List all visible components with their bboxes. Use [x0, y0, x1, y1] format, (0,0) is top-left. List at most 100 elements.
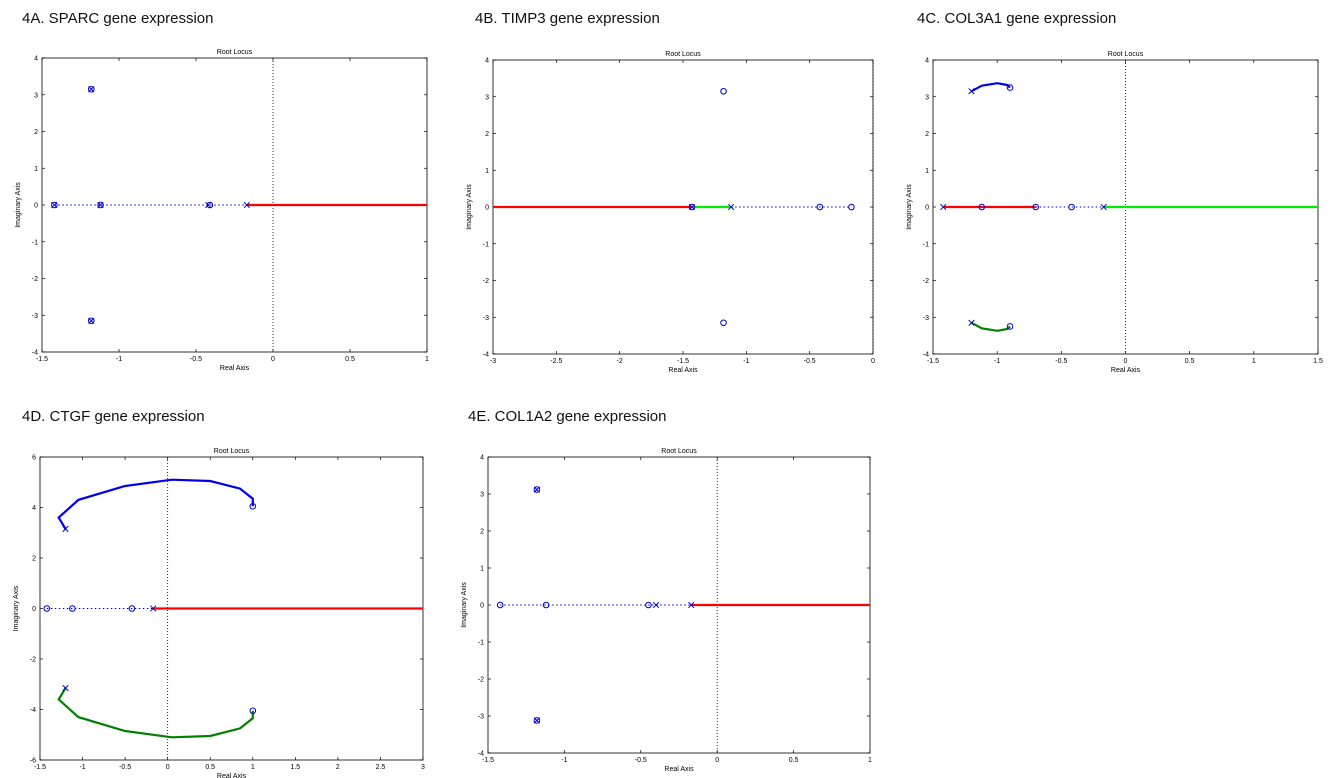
plot-title: Root Locus: [665, 51, 701, 58]
zero-marker: [69, 605, 76, 612]
y-tick-label: 2: [925, 131, 929, 138]
zero-marker: [848, 203, 855, 211]
x-axis-label: Real Axis: [1111, 367, 1141, 374]
y-tick-label: 1: [480, 566, 484, 573]
x-tick-label: 2: [336, 764, 340, 771]
zero-marker: [978, 203, 986, 211]
plot-title: Root Locus: [214, 448, 250, 455]
x-tick-label: 1.5: [1313, 358, 1323, 365]
x-tick-label: 0.5: [1185, 358, 1195, 365]
y-axis-label: Imaginary Axis: [466, 184, 473, 230]
panel-heading: 4C. COL3A1 gene expression: [917, 10, 1117, 27]
x-tick-label: -0.5: [804, 358, 816, 365]
x-axis-label: Real Axis: [668, 367, 698, 374]
panel-heading: 4B. TIMP3 gene expression: [475, 10, 660, 27]
y-tick-label: 1: [925, 168, 929, 175]
y-tick-label: 0: [485, 205, 489, 212]
zero-marker: [542, 601, 550, 609]
y-tick-label: 0: [480, 603, 484, 610]
y-tick-label: 3: [485, 94, 489, 101]
x-tick-label: -1: [994, 358, 1000, 365]
x-axis-label: Real Axis: [217, 773, 247, 778]
x-tick-label: -1: [743, 358, 749, 365]
y-tick-label: -1: [32, 239, 38, 246]
y-tick-label: -4: [483, 352, 489, 359]
y-tick-label: 1: [34, 166, 38, 173]
x-tick-label: -0.5: [1055, 358, 1067, 365]
x-tick-label: -2.5: [550, 358, 562, 365]
y-tick-label: 3: [480, 492, 484, 499]
x-tick-label: -1: [116, 356, 122, 363]
zero-marker: [1032, 203, 1039, 211]
zero-marker: [87, 317, 95, 325]
y-tick-label: -2: [478, 677, 484, 684]
plot-title: Root Locus: [661, 448, 697, 455]
x-tick-label: 3: [421, 764, 425, 771]
y-tick-label: -1: [483, 241, 489, 248]
x-tick-label: 1: [1252, 358, 1256, 365]
x-tick-label: -0.5: [119, 764, 131, 771]
x-tick-label: 0.5: [789, 757, 799, 764]
y-tick-label: 3: [34, 92, 38, 99]
plot-title: Root Locus: [1108, 51, 1144, 58]
y-tick-label: 3: [925, 94, 929, 101]
zero-marker: [206, 201, 214, 209]
plot-c: Root Locus -1.5 -1 -0.5 0 0.5 1 1.5 -4 -3 -2 -1 0 1 2 3…: [906, 51, 1323, 374]
x-tick-label: 0: [871, 358, 875, 365]
pole-marker: [652, 601, 660, 609]
panel-heading: 4E. COL1A2 gene expression: [468, 408, 667, 425]
pole-marker: [97, 201, 104, 209]
y-tick-label: 1: [485, 168, 489, 175]
y-tick-label: 4: [480, 455, 484, 462]
zero-marker: [128, 605, 136, 612]
zero-marker: [249, 502, 257, 510]
x-tick-label: 1.5: [290, 764, 300, 771]
y-tick-label: -2: [923, 278, 929, 285]
x-tick-label: 1: [868, 757, 872, 764]
y-tick-label: 2: [32, 556, 36, 563]
pole-marker: [88, 86, 95, 93]
zero-marker: [720, 319, 727, 327]
y-tick-label: 2: [480, 529, 484, 536]
zero-marker: [645, 601, 652, 609]
plot-e: Root Locus -1.5 -1 -0.5 0 0.5 1 -4 -3 -2 -1 0 1 2 3 4 Re…: [461, 448, 872, 773]
y-tick-label: -4: [30, 707, 36, 714]
locus-branch: [57, 478, 254, 530]
y-tick-label: -2: [32, 276, 38, 283]
zero-marker: [688, 203, 696, 211]
x-tick-label: 0.5: [345, 356, 355, 363]
y-axis-label: Imaginary Axis: [15, 182, 22, 228]
zero-marker: [97, 201, 104, 209]
zero-marker: [43, 605, 51, 612]
zero-marker: [816, 203, 824, 211]
pole-marker: [968, 319, 975, 326]
x-tick-label: 0: [166, 764, 170, 771]
x-tick-label: -1: [79, 764, 85, 771]
zero-marker: [720, 87, 727, 95]
x-tick-label: -1.5: [482, 757, 494, 764]
panel-heading: 4D. CTGF gene expression: [22, 408, 205, 425]
pole-marker: [62, 684, 69, 692]
y-tick-label: 2: [34, 129, 38, 136]
pole-marker: [150, 605, 157, 612]
zero-marker: [87, 85, 95, 93]
plot-title: Root Locus: [217, 49, 253, 56]
pole-marker: [688, 203, 696, 211]
y-tick-label: 4: [925, 58, 929, 65]
x-axis-label: Real Axis: [664, 766, 694, 773]
y-tick-label: -3: [478, 714, 484, 721]
y-tick-label: 0: [34, 203, 38, 210]
x-tick-label: 0.5: [205, 764, 215, 771]
pole-marker: [940, 203, 947, 211]
pole-marker: [688, 601, 695, 609]
y-tick-label: 4: [34, 56, 38, 63]
y-tick-label: 6: [32, 455, 36, 462]
y-tick-label: -2: [483, 278, 489, 285]
y-tick-label: -3: [32, 313, 38, 320]
y-tick-label: 0: [925, 205, 929, 212]
x-tick-label: -1.5: [34, 764, 46, 771]
y-axis-label: Imaginary Axis: [906, 184, 913, 230]
x-tick-label: -1.5: [927, 358, 939, 365]
plot-d: Root Locus -1.5 -1 -0.5 0 0.5 1 1.5 2 2.5 3 -6 -4 -2 0…: [13, 448, 425, 778]
